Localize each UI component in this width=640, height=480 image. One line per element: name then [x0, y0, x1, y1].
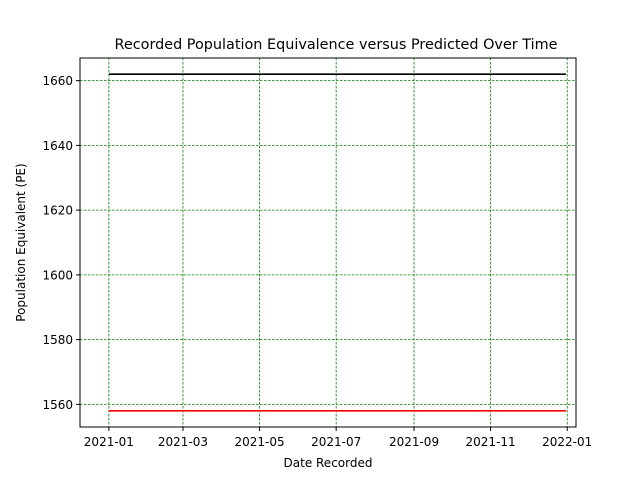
y-tick-label: 1620	[42, 204, 73, 218]
tick-layer: 2021-01 2021-03 2021-05 2021-07 2021-09 2021-…	[42, 74, 592, 449]
y-tick-label: 1660	[42, 74, 73, 88]
x-tick-label: 2021-11	[466, 435, 516, 449]
x-tick-label: 2022-01	[542, 435, 592, 449]
y-tick-label: 1640	[42, 139, 73, 153]
x-tick-label: 2021-07	[311, 435, 361, 449]
x-tick-label: 2021-03	[158, 435, 208, 449]
x-tick-label: 2021-01	[84, 435, 134, 449]
y-tick-label: 1600	[42, 268, 73, 282]
x-axis-label: Date Recorded	[284, 456, 373, 470]
y-tick-label: 1560	[42, 398, 73, 412]
y-tick-label: 1580	[42, 333, 73, 347]
x-tick-label: 2021-05	[234, 435, 284, 449]
plot-frame	[79, 57, 577, 428]
y-axis-label: Population Equivalent (PE)	[14, 163, 28, 321]
x-tick-label: 2021-09	[389, 435, 439, 449]
grid-layer	[80, 58, 576, 427]
chart-title: Recorded Population Equivalence versus P…	[115, 37, 558, 53]
series-layer	[108, 73, 566, 412]
plot-area-background	[80, 58, 576, 427]
